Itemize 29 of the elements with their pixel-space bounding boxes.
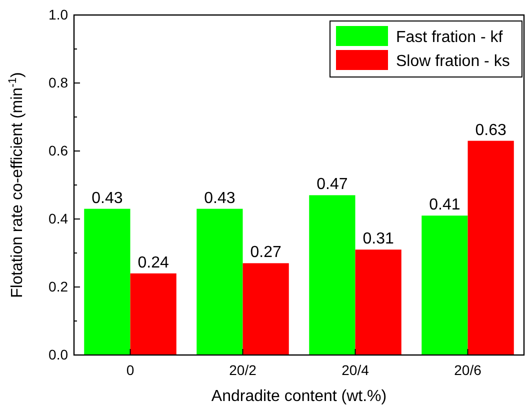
data-label: 0.24 (138, 254, 169, 272)
bar (242, 263, 289, 355)
bar (355, 250, 402, 355)
data-label: 0.31 (362, 230, 394, 248)
y-tick-label: 0.6 (48, 142, 68, 158)
y-tick-label: 0.2 (48, 278, 68, 294)
bar (468, 140, 514, 355)
x-axis-title: Andradite content (wt.%) (211, 388, 387, 405)
y-tick-label: 1.0 (48, 6, 68, 22)
data-label: 0.43 (204, 190, 236, 207)
bar (422, 216, 468, 355)
legend-label: Fast fration - kf (396, 29, 504, 46)
x-tick-label: 20/6 (454, 362, 482, 378)
y-tick-label: 0.0 (48, 346, 68, 362)
data-label: 0.63 (475, 122, 506, 139)
y-tick-label: 0.4 (48, 210, 68, 226)
x-tick-label: 20/4 (342, 362, 370, 378)
x-tick-label: 20/2 (229, 362, 257, 378)
bar (130, 273, 176, 355)
data-label: 0.43 (92, 190, 123, 207)
bar (309, 195, 356, 355)
data-label: 0.47 (316, 176, 348, 194)
legend-label: Slow fration - ks (396, 53, 510, 70)
y-tick-label: 0.8 (48, 74, 68, 90)
x-tick-label: 0 (126, 362, 134, 378)
data-label: 0.41 (429, 196, 460, 214)
bar (84, 208, 130, 355)
data-label: 0.27 (250, 244, 282, 262)
bar (196, 208, 243, 355)
